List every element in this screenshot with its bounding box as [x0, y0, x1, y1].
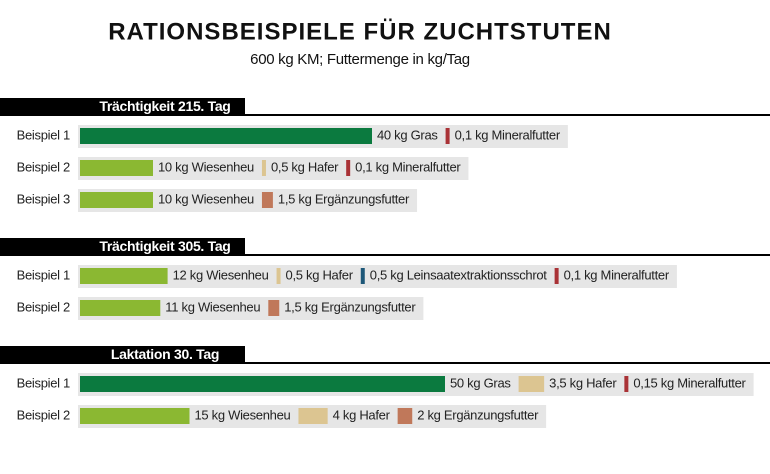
- header-box: [0, 346, 245, 364]
- bar: [268, 300, 280, 316]
- value-label: 11 kg Wiesenheu: [165, 299, 260, 314]
- row-label: Beispiel 1: [17, 267, 70, 282]
- header-box: [0, 238, 245, 256]
- value-label: 12 kg Wiesenheu: [173, 267, 269, 282]
- row-label: Beispiel 2: [17, 407, 70, 422]
- value-label: 0,15 kg Mineralfutter: [633, 375, 746, 390]
- value-label: 3,5 kg Hafer: [549, 375, 617, 390]
- chart-subtitle: 600 kg KM; Futtermenge in kg/Tag: [250, 51, 470, 68]
- bar: [624, 376, 629, 392]
- bar: [80, 192, 153, 208]
- row-background: [78, 265, 677, 288]
- bar: [80, 300, 161, 316]
- bar: [298, 408, 328, 424]
- bar: [80, 160, 153, 176]
- bar: [261, 192, 273, 208]
- value-label: 10 kg Wiesenheu: [158, 191, 254, 206]
- value-label: 0,5 kg Hafer: [271, 159, 339, 174]
- row-label: Beispiel 1: [17, 375, 70, 390]
- group-title: Laktation 30. Tag: [111, 346, 219, 362]
- value-label: 2 kg Ergänzungsfutter: [417, 407, 539, 422]
- value-label: 0,1 kg Mineralfutter: [564, 267, 670, 282]
- value-label: 0,1 kg Mineralfutter: [455, 127, 561, 142]
- value-label: 1,5 kg Ergänzungsfutter: [278, 191, 410, 206]
- bar: [276, 268, 281, 284]
- value-label: 1,5 kg Ergänzungsfutter: [284, 299, 416, 314]
- bar: [397, 408, 413, 424]
- value-label: 0,5 kg Hafer: [286, 267, 354, 282]
- value-label: 40 kg Gras: [377, 127, 438, 142]
- value-label: 4 kg Hafer: [333, 407, 391, 422]
- row-label: Beispiel 1: [17, 127, 70, 142]
- row-background: [78, 189, 418, 212]
- chart-title: RATIONSBEISPIELE FÜR ZUCHTSTUTEN: [108, 18, 612, 45]
- row-label: Beispiel 3: [17, 191, 70, 206]
- bar: [445, 128, 450, 144]
- header-box: [0, 98, 245, 116]
- group-title: Trächtigkeit 215. Tag: [99, 98, 230, 114]
- bar: [80, 408, 190, 424]
- row-background: [78, 297, 424, 320]
- bar: [360, 268, 365, 284]
- bar: [554, 268, 559, 284]
- bar: [518, 376, 545, 392]
- bar: [80, 268, 168, 284]
- bar: [80, 128, 372, 144]
- group-title: Trächtigkeit 305. Tag: [99, 238, 230, 254]
- value-label: 0,1 kg Mineralfutter: [355, 159, 461, 174]
- bar: [261, 160, 266, 176]
- row-label: Beispiel 2: [17, 299, 70, 314]
- value-label: 50 kg Gras: [450, 375, 511, 390]
- row-label: Beispiel 2: [17, 159, 70, 174]
- value-label: 10 kg Wiesenheu: [158, 159, 254, 174]
- row-background: [78, 157, 469, 180]
- bar: [80, 376, 445, 392]
- value-label: 0,5 kg Leinsaatextraktionsschrot: [370, 267, 548, 282]
- value-label: 15 kg Wiesenheu: [195, 407, 291, 422]
- bar: [346, 160, 351, 176]
